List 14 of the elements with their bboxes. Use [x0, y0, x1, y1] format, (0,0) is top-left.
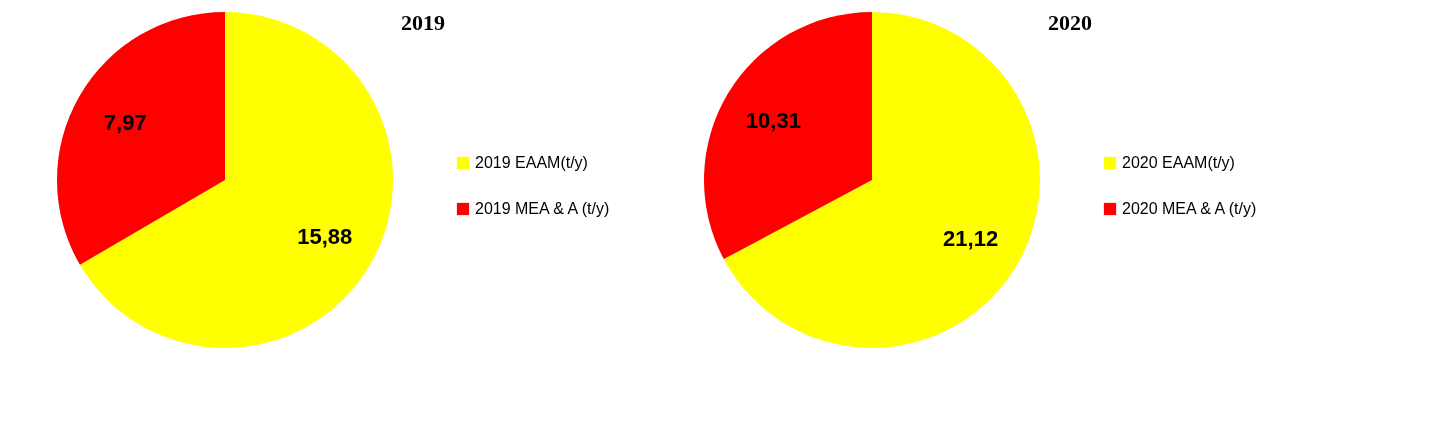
- chart-title: 2020: [1048, 10, 1092, 35]
- data-label: 21,12: [943, 226, 999, 252]
- chart-title: 2019: [401, 10, 445, 35]
- legend-label: 2019 MEA & A (t/y): [475, 200, 610, 217]
- legend-label: 2019 EAAM(t/y): [475, 154, 588, 171]
- data-label: 15,88: [297, 224, 353, 250]
- data-label: 7,97: [103, 109, 147, 135]
- pie-slice: [79, 12, 393, 348]
- legend-label: 2020 MEA & A (t/y): [1122, 200, 1257, 217]
- pie-slice: [704, 12, 872, 260]
- pie-slice: [57, 12, 225, 265]
- legend-label: 2020 EAAM(t/y): [1122, 154, 1235, 171]
- pie-slice: [723, 12, 1040, 348]
- data-label: 10,31: [745, 107, 801, 133]
